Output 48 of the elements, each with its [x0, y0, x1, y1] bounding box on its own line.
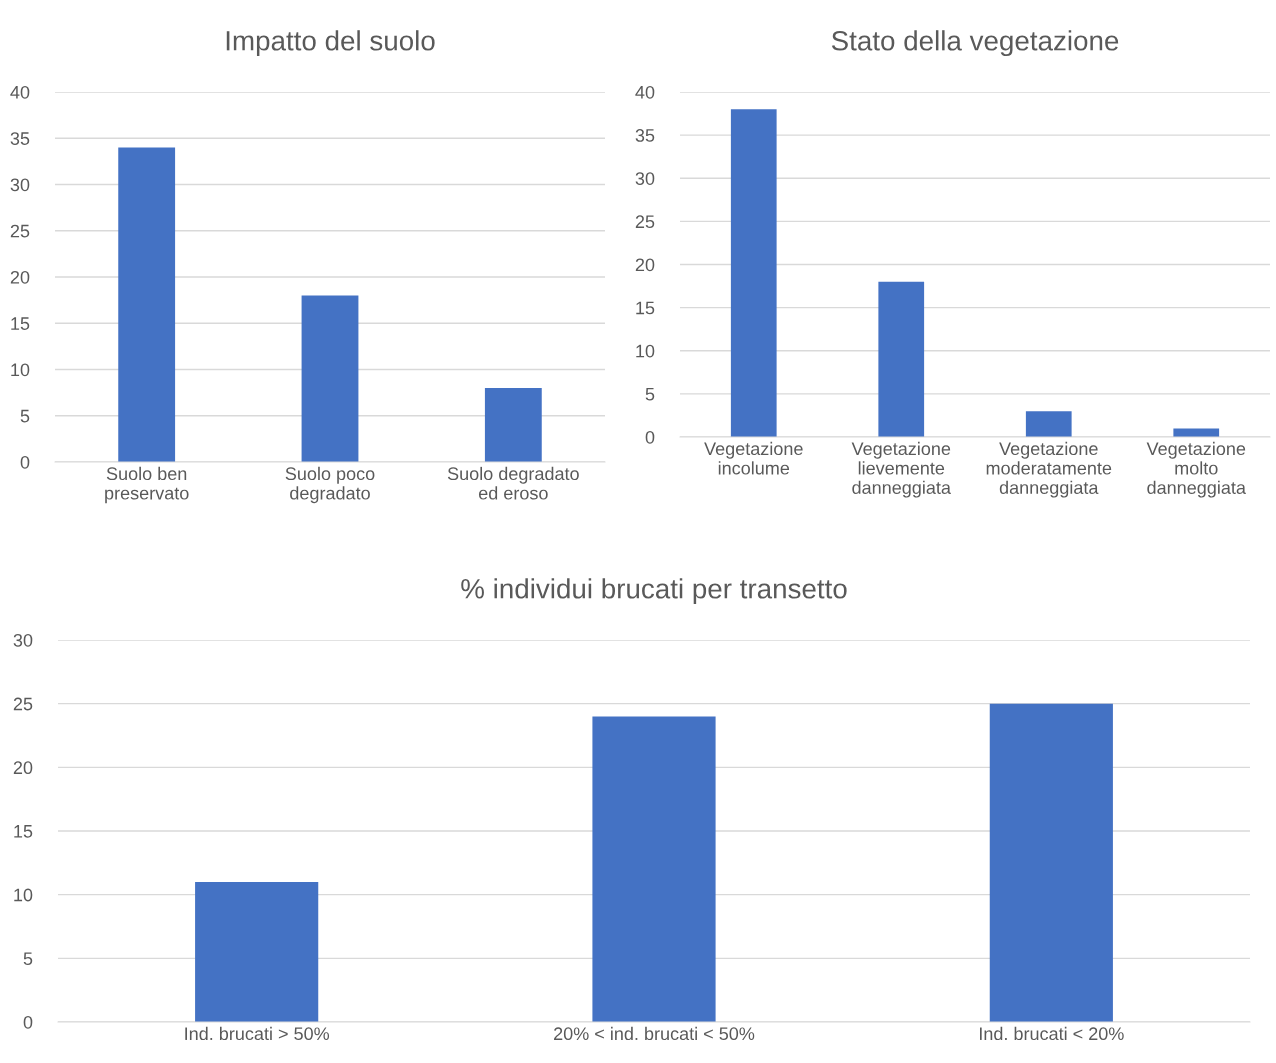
chart-title: Stato della vegetazione — [831, 30, 1119, 57]
y-tick-label: 30 — [13, 633, 33, 647]
x-tick-label: Suolo poco degradato — [285, 466, 375, 504]
x-tick-label: Suolo degradato ed eroso — [447, 466, 579, 500]
y-tick-label: 20 — [10, 270, 30, 284]
y-tick-label: 15 — [11, 317, 30, 330]
y-tick-label: 40 — [635, 85, 655, 99]
y-tick-label: 5 — [20, 409, 30, 423]
x-tick-label: Suolo ben preservato — [105, 466, 189, 504]
bar — [1025, 411, 1072, 437]
x-tick-label: Vegetazione molto danneggiata — [1146, 441, 1246, 498]
y-tick-label: 15 — [14, 825, 33, 838]
bar — [484, 388, 542, 462]
bar — [730, 109, 777, 437]
y-tick-label: 25 — [635, 215, 655, 229]
y-tick-label: 10 — [636, 344, 655, 358]
y-tick-label: 10 — [14, 888, 33, 902]
bar — [1173, 428, 1220, 437]
bar — [301, 295, 359, 462]
y-tick-label: 0 — [23, 1015, 33, 1029]
x-tick-label: Ind. brucati > 50% — [185, 1026, 330, 1041]
y-tick-label: 25 — [13, 697, 33, 711]
y-tick-label: 40 — [10, 85, 30, 99]
y-tick-label: 30 — [10, 178, 30, 192]
y-tick-label: 35 — [10, 132, 30, 145]
bar — [989, 703, 1113, 1022]
x-tick-label: Ind. brucati < 20% — [979, 1026, 1124, 1041]
y-tick-label: 30 — [635, 172, 655, 185]
y-tick-label: 20 — [635, 258, 655, 272]
y-tick-label: 35 — [635, 129, 655, 142]
bar — [195, 881, 319, 1022]
x-tick-label: Vegetazione incolume — [704, 441, 803, 475]
bar — [592, 716, 716, 1022]
y-tick-label: 0 — [20, 455, 30, 469]
bar — [878, 281, 925, 437]
bar — [118, 147, 176, 462]
y-tick-label: 0 — [645, 430, 655, 444]
x-tick-label: Vegetazione lievemente danneggiata — [851, 441, 951, 498]
y-tick-label: 5 — [23, 952, 33, 966]
y-tick-label: 20 — [13, 761, 33, 775]
x-tick-label: 20% < ind. brucati < 50% — [554, 1026, 755, 1041]
x-tick-label: Vegetazione moderatamente danneggiata — [986, 441, 1112, 498]
y-tick-label: 5 — [645, 388, 655, 401]
y-tick-label: 15 — [636, 301, 655, 315]
y-tick-label: 25 — [10, 224, 30, 238]
y-tick-label: 10 — [11, 363, 30, 377]
chart-title: Impatto del suolo — [226, 30, 435, 57]
chart-title: % individui brucati per transetto — [461, 578, 847, 605]
